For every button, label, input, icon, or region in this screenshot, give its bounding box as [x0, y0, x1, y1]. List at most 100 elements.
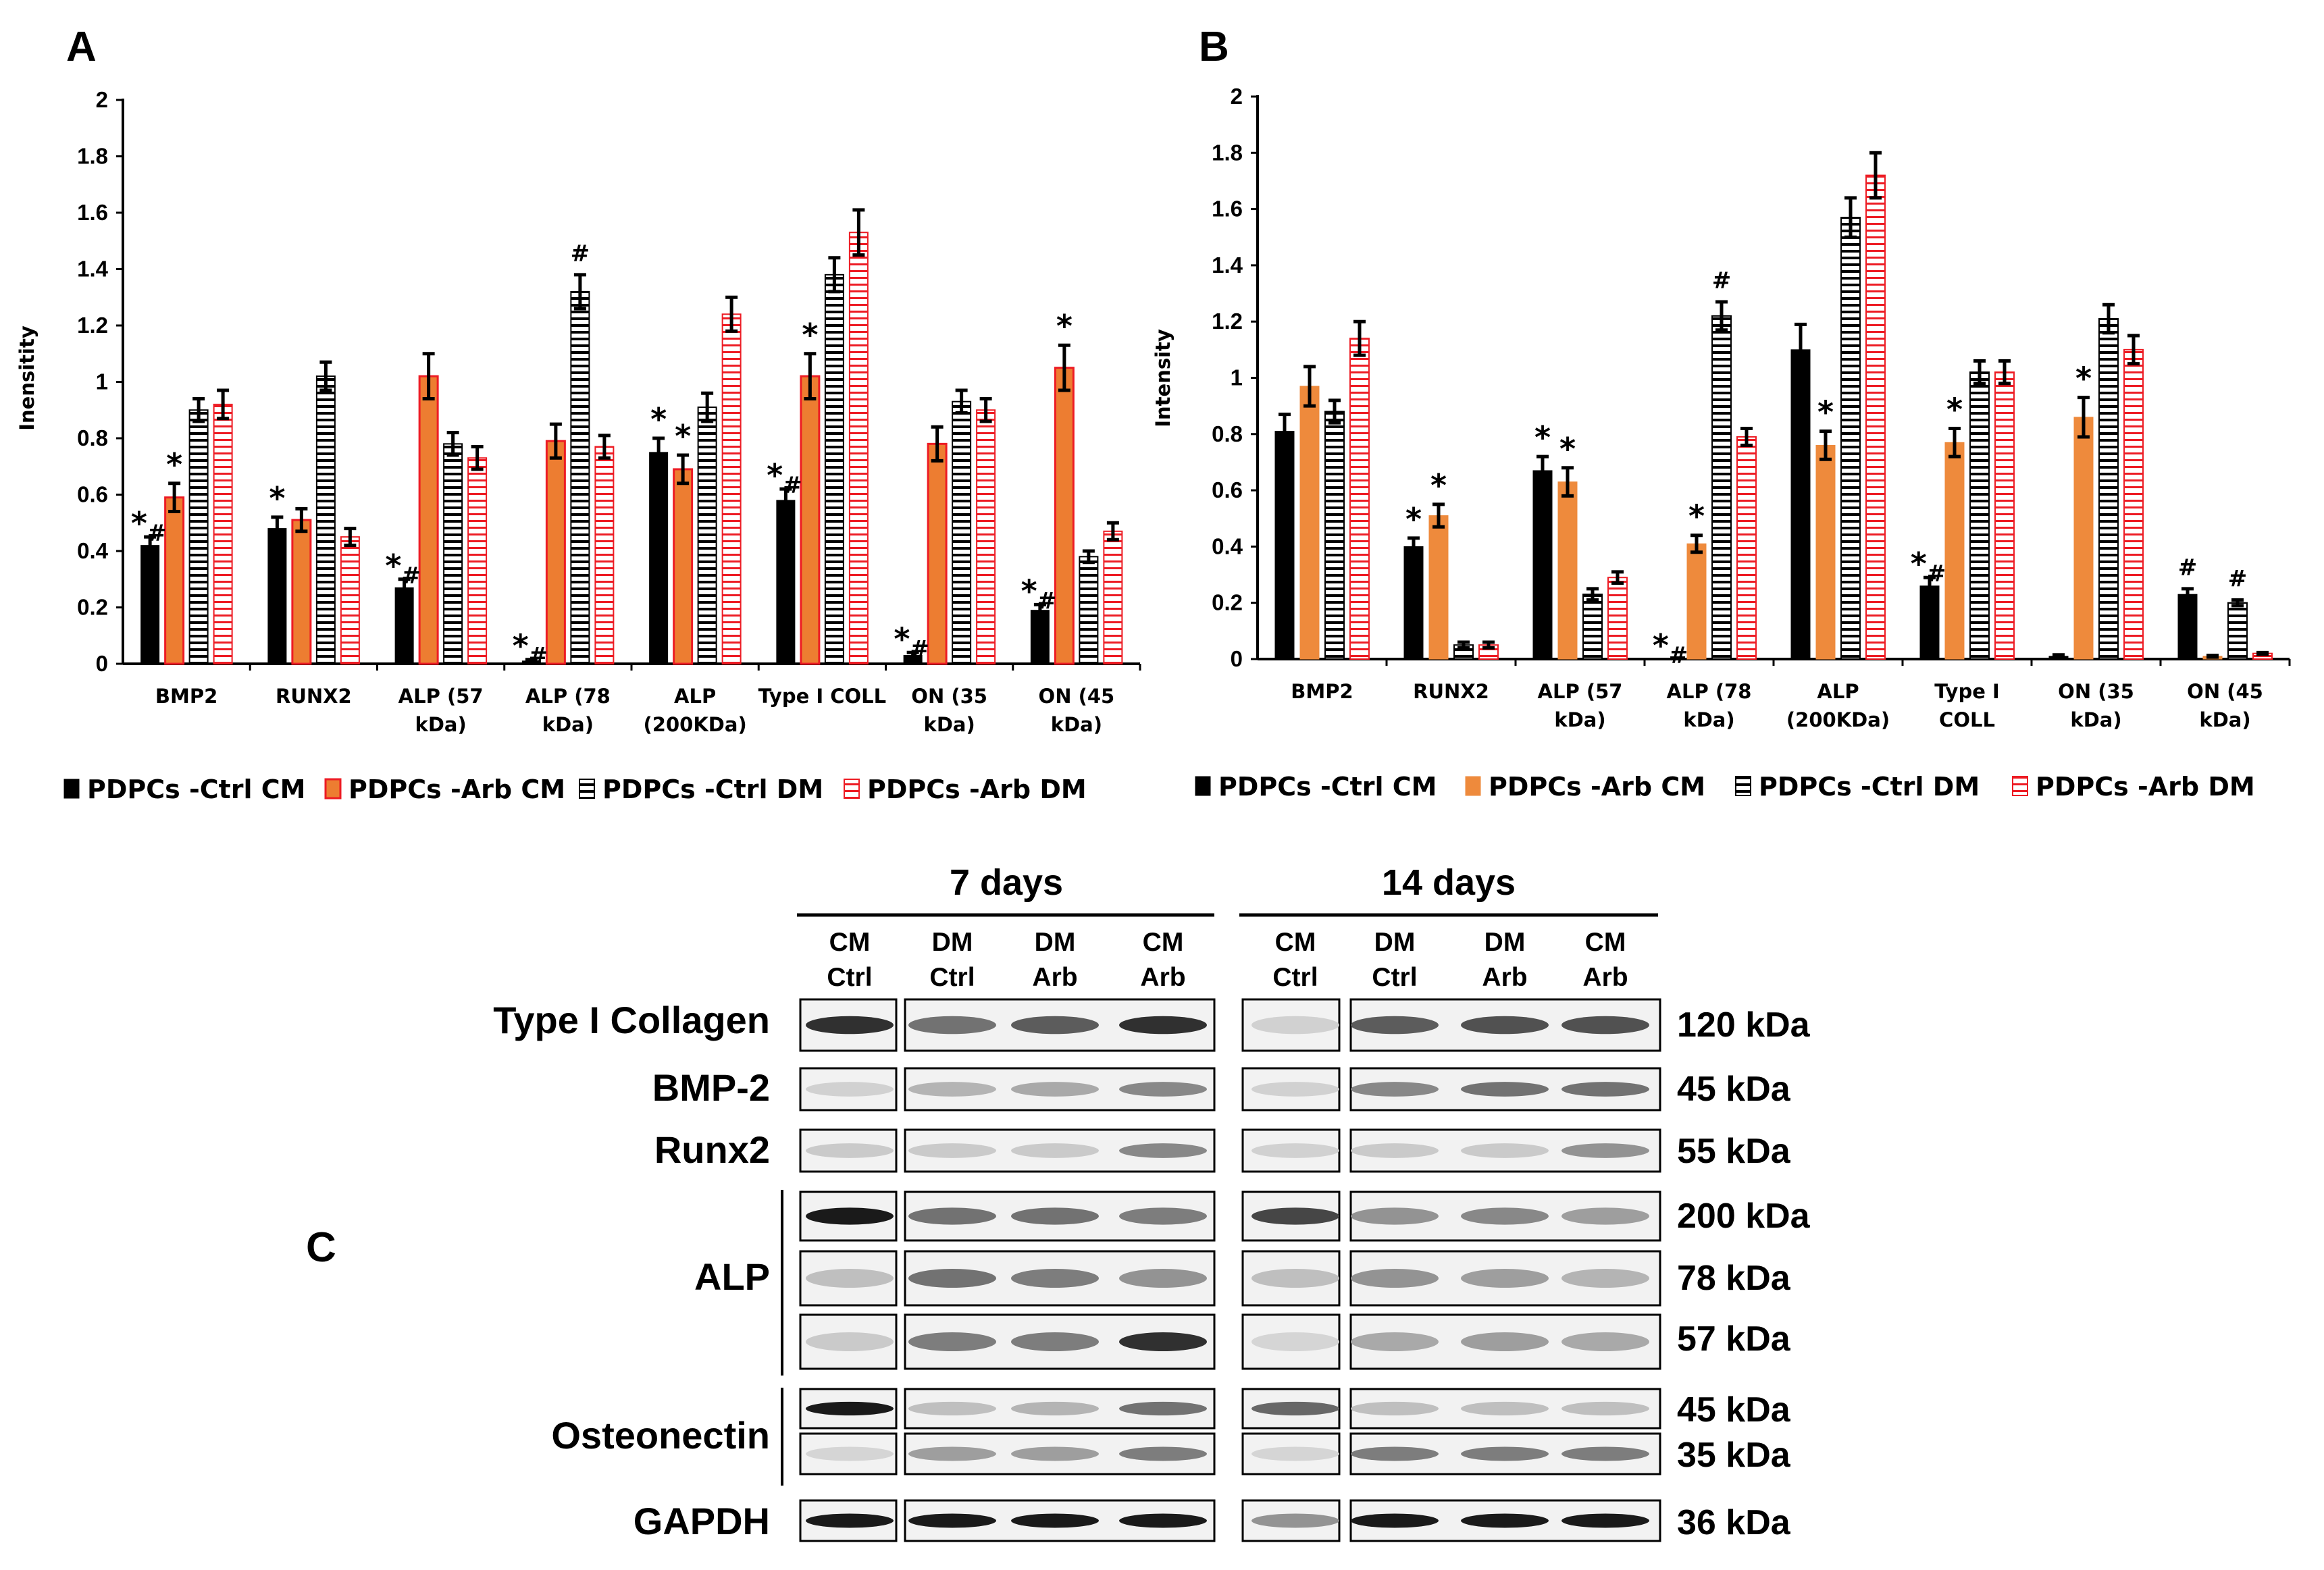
blot-band	[908, 1332, 996, 1351]
significance-marker: *	[1688, 498, 1705, 535]
blot-band	[1251, 1016, 1339, 1035]
bar	[1054, 367, 1075, 665]
blot-band	[908, 1269, 996, 1288]
y-tick-label: 0.8	[1212, 421, 1243, 446]
lane-label-bottom: Ctrl	[1372, 963, 1417, 992]
significance-marker: *#	[513, 628, 548, 670]
lane-label-top: DM	[1484, 928, 1526, 957]
legend-label: PDPCs -Ctrl DM	[602, 775, 823, 804]
significance-marker: #	[2178, 554, 2198, 581]
y-tick-label: 0.8	[77, 425, 108, 450]
significance-marker: *#	[1911, 546, 1946, 587]
kda-label: 120 kDa	[1677, 1005, 1811, 1045]
blot-band	[1011, 1207, 1099, 1225]
lane-label-top: CM	[1275, 928, 1316, 957]
blot-band	[1011, 1082, 1099, 1097]
blot-band	[1251, 1332, 1339, 1351]
blot-band	[1251, 1082, 1339, 1097]
y-tick-label: 0.4	[1212, 533, 1243, 558]
blot-band	[1251, 1269, 1339, 1288]
blot-band	[1561, 1513, 1649, 1528]
blot-band	[1011, 1401, 1099, 1416]
protein-label-osteonectin: Osteonectin	[551, 1414, 770, 1457]
panel-label-b: B	[1199, 24, 1229, 70]
legend-label: PDPCs -Arb CM	[348, 775, 565, 804]
blot-band	[1461, 1401, 1549, 1416]
significance-marker: *	[269, 480, 285, 517]
protein-label-gapdh: GAPDH	[634, 1500, 770, 1542]
blot-band	[1119, 1207, 1207, 1225]
bar	[418, 375, 439, 665]
y-tick-label: 0.2	[1212, 590, 1243, 615]
blot-strips	[799, 998, 1661, 1542]
blot-band	[806, 1332, 894, 1351]
blot-band	[908, 1446, 996, 1461]
blot-band	[1461, 1016, 1549, 1035]
legend-label: PDPCs -Ctrl DM	[1759, 772, 1980, 802]
blot-band	[1119, 1082, 1207, 1097]
y-tick-label: 0.6	[77, 482, 108, 507]
kda-label: 200 kDa	[1677, 1197, 1811, 1236]
blot-band	[1461, 1446, 1549, 1461]
legend-swatch	[1195, 776, 1211, 796]
x-tick-label: ALP	[1817, 680, 1859, 703]
x-tick-label: kDa)	[542, 713, 594, 736]
blot-band	[1351, 1513, 1439, 1528]
kda-label: 55 kDa	[1677, 1132, 1791, 1171]
x-tick-label: kDa)	[1554, 708, 1605, 731]
y-tick-label: 1.8	[77, 144, 108, 169]
blot-band	[1119, 1269, 1207, 1288]
blot-band	[1351, 1082, 1439, 1097]
legend-a: PDPCs -Ctrl CM PDPCs -Arb CM PDPCs -Ctrl D…	[63, 775, 1087, 804]
legend-swatch	[844, 779, 860, 799]
significance-marker: *	[1430, 467, 1447, 504]
bar	[1582, 594, 1603, 660]
blot-band	[1119, 1143, 1207, 1158]
y-tick-label: 1.4	[1212, 253, 1243, 278]
bar	[2177, 594, 2198, 660]
bar	[140, 545, 160, 664]
lane-label-top: CM	[1143, 928, 1184, 957]
bar	[976, 409, 996, 664]
bar	[1736, 436, 1757, 660]
lane-label-bottom: Arb	[1582, 963, 1628, 992]
bar	[188, 409, 209, 664]
legend-swatch	[63, 779, 80, 799]
x-tick-label: ALP	[674, 685, 716, 708]
legend-label: PDPCs -Arb DM	[867, 775, 1087, 804]
bar	[1403, 546, 1424, 660]
bar	[1557, 481, 1578, 660]
blot-band	[1251, 1513, 1339, 1528]
bar	[1919, 585, 1940, 660]
bar	[1994, 371, 2015, 660]
bar	[291, 519, 312, 665]
blot-band	[908, 1207, 996, 1225]
y-axis-label-a: Inensitity	[16, 325, 38, 431]
kda-label: 78 kDa	[1677, 1259, 1791, 1298]
x-tick-label: kDa)	[1051, 713, 1102, 736]
y-tick-label: 0.2	[77, 595, 108, 620]
blot-band	[1351, 1269, 1439, 1288]
blot-band	[1561, 1269, 1649, 1288]
bar	[800, 375, 821, 665]
y-tick-label: 2	[1231, 84, 1243, 109]
bar	[927, 442, 948, 665]
y-tick-label: 0	[1231, 646, 1243, 671]
bar	[1532, 470, 1553, 660]
kda-label: 45 kDa	[1677, 1070, 1791, 1109]
bar	[697, 407, 717, 664]
blot-band	[1251, 1446, 1339, 1461]
x-tick-label: Type I	[1934, 680, 2000, 703]
lane-label-bottom: Arb	[1482, 963, 1527, 992]
x-tick-label: kDa)	[2199, 708, 2250, 731]
bar	[164, 496, 185, 665]
x-tick-label: RUNX2	[1413, 680, 1489, 703]
blot-band	[1011, 1332, 1099, 1351]
x-tick-label: ALP (57	[398, 685, 484, 708]
blot-band	[1461, 1082, 1549, 1097]
blot-band	[1119, 1446, 1207, 1461]
significance-marker: *	[1946, 391, 1963, 427]
y-tick-label: 1.6	[77, 200, 108, 225]
x-tick-label: (200KDa)	[644, 713, 747, 736]
